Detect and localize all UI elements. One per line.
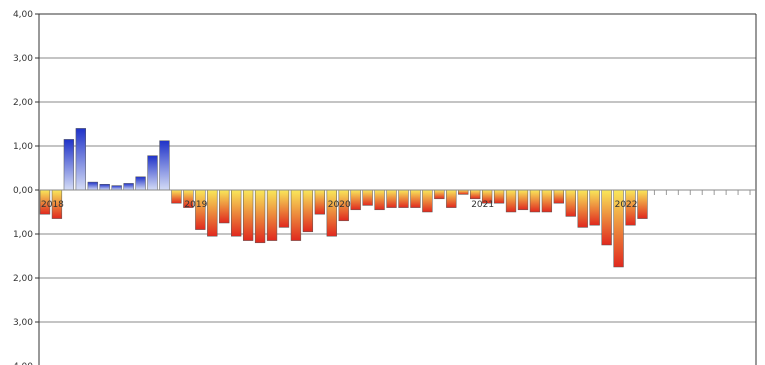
x-year-label: 2018: [41, 200, 64, 210]
y-tick-label: 3,00: [13, 318, 33, 328]
bar-negative: [517, 189, 529, 211]
bar-negative: [458, 189, 469, 195]
bar-negative: [422, 189, 433, 213]
bar-negative: [314, 189, 325, 215]
y-tick-label: 2,00: [13, 274, 33, 284]
axes: [35, 13, 757, 365]
bar-negative: [374, 189, 385, 211]
bar-negative: [565, 189, 576, 217]
bars: [39, 128, 648, 268]
bar-negative: [470, 189, 481, 200]
bar-negative: [553, 189, 564, 204]
bar-positive: [87, 181, 98, 191]
x-year-label: 2022: [615, 200, 638, 210]
y-tick-label: 4,00: [13, 362, 33, 365]
x-year-label: 2019: [184, 200, 207, 210]
y-tick-label: 2,00: [13, 98, 33, 108]
bar-positive: [147, 155, 158, 191]
bar-negative: [589, 189, 600, 226]
x-year-label: 2021: [471, 200, 494, 210]
bar-negative: [207, 189, 218, 237]
bar-negative: [171, 189, 182, 204]
bar-negative: [505, 189, 517, 213]
bar-negative: [278, 189, 290, 228]
bar-negative: [434, 189, 445, 200]
x-year-label: 2020: [328, 200, 351, 210]
labels: 4,00 3,00 2,00 1,00 0,00 1,00 2,00 3,00 4,00 2018…: [13, 10, 638, 365]
bar-negative: [302, 189, 314, 233]
bar-negative: [601, 189, 612, 246]
y-tick-label: 0,00: [13, 186, 33, 196]
bar-negative: [326, 189, 337, 237]
bar-negative: [398, 189, 409, 208]
bar-negative: [577, 189, 588, 228]
bar-negative: [529, 189, 541, 213]
bar-negative: [410, 189, 421, 208]
bar-negative: [242, 189, 254, 241]
bar-negative: [219, 189, 230, 224]
bar-negative: [493, 189, 505, 204]
bar-negative: [446, 189, 457, 208]
bar-positive: [135, 176, 146, 191]
bar-positive: [159, 140, 170, 191]
bar-positive: [123, 183, 134, 191]
bar-negative: [290, 189, 302, 241]
bar-negative: [386, 189, 397, 208]
bar-positive: [63, 139, 75, 191]
bar-negative: [266, 189, 278, 241]
bar-negative: [350, 189, 361, 211]
minor-ticks: [653, 190, 751, 195]
bar-negative: [637, 189, 648, 219]
y-tick-label: 1,00: [13, 142, 33, 152]
bar-negative: [362, 189, 373, 206]
bar-positive: [99, 184, 110, 191]
bar-positive: [75, 128, 86, 191]
y-tick-label: 3,00: [13, 54, 33, 64]
bar-negative: [254, 189, 266, 244]
bar-positive: [111, 185, 122, 191]
gridlines: [39, 57, 756, 323]
y-tick-label: 4,00: [13, 10, 33, 20]
y-tick-label: 1,00: [13, 230, 33, 240]
bar-negative: [541, 189, 553, 213]
bar-negative: [231, 189, 242, 237]
